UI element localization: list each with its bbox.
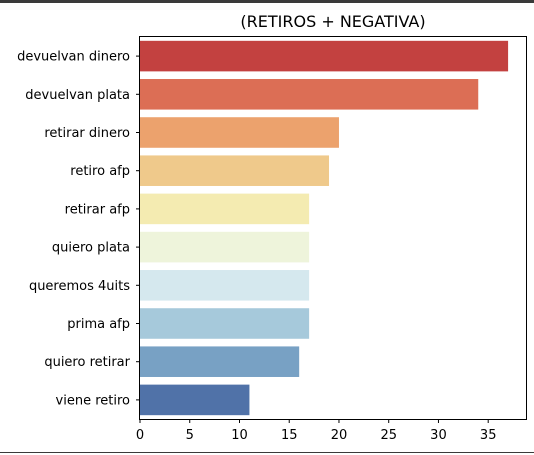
- y-tick-label: quiero retirar: [44, 355, 130, 370]
- bar-2: [140, 117, 339, 148]
- x-tick-label: 5: [186, 428, 194, 443]
- x-tick-label: 30: [430, 428, 447, 443]
- y-tick-label: retiro afp: [70, 164, 130, 179]
- window-bottom-border: [0, 452, 534, 453]
- y-tick-label: prima afp: [67, 317, 130, 332]
- y-tick-label: viene retiro: [56, 393, 130, 408]
- bar-7: [140, 308, 310, 339]
- axes-frame: [139, 36, 527, 420]
- y-tick-label: retirar dinero: [44, 126, 130, 141]
- bars-group: [140, 40, 509, 416]
- bar-9: [140, 384, 250, 416]
- x-tick-label: 10: [231, 428, 248, 443]
- x-tick-label: 15: [281, 428, 298, 443]
- x-tick-label: 25: [380, 428, 397, 443]
- bar-6: [140, 270, 310, 301]
- x-tick-label: 0: [136, 428, 144, 443]
- bar-1: [140, 79, 479, 110]
- y-tick-label: queremos 4uits: [29, 279, 130, 294]
- x-tick-label: 35: [480, 428, 497, 443]
- bar-4: [140, 193, 310, 225]
- y-axis: devuelvan dinero devuelvan plata retirar d…: [17, 50, 140, 408]
- x-axis: 0 5 10 15 20 25 30 35: [136, 419, 497, 443]
- y-tick-label: retirar afp: [65, 202, 130, 217]
- bar-3: [140, 155, 330, 186]
- window-top-border: [0, 0, 534, 3]
- bar-0: [140, 40, 509, 72]
- bar-5: [140, 231, 310, 263]
- bar-8: [140, 346, 300, 377]
- y-tick-label: devuelvan plata: [25, 88, 130, 103]
- y-tick-label: quiero plata: [52, 241, 130, 256]
- x-tick-label: 20: [331, 428, 348, 443]
- chart-title: (RETIROS + NEGATIVA): [240, 12, 425, 31]
- y-tick-label: devuelvan dinero: [17, 50, 130, 65]
